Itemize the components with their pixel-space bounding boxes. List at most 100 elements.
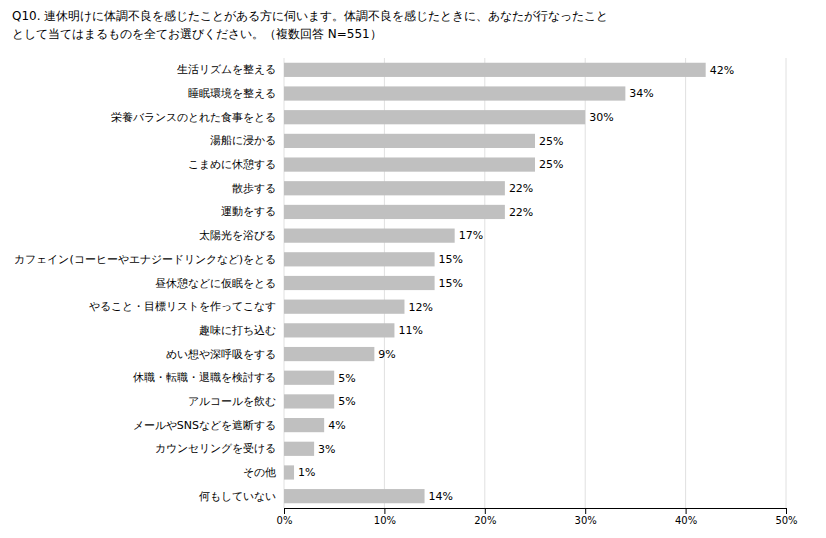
grid-line [585, 58, 586, 508]
y-tick: こまめに休憩する [188, 158, 276, 171]
y-tick-label: 運動をする [221, 205, 276, 218]
data-label: 12% [408, 301, 432, 314]
data-label: 3% [318, 443, 335, 456]
data-label: 15% [439, 253, 463, 266]
y-tick: 何もしていない [199, 490, 276, 503]
x-tick-mark [786, 508, 787, 514]
data-label: 14% [429, 490, 453, 503]
bar [284, 229, 455, 243]
y-tick: メールやSNSなどを遮断する [133, 419, 276, 432]
y-tick: やること・目標リストを作ってこなす [89, 300, 276, 313]
grid [284, 58, 786, 508]
chart: Q10. 連休明けに体調不良を感じたことがある方に伺います。体調不良を感じたとき… [0, 0, 826, 538]
y-tick: カウンセリングを受ける [155, 442, 276, 455]
y-tick-label: アルコールを飲む [188, 395, 276, 408]
y-tick-label: メールやSNSなどを遮断する [133, 419, 276, 432]
y-tick-label: カウンセリングを受ける [155, 442, 276, 455]
y-tick: 運動をする [221, 205, 276, 218]
y-tick-label: こまめに休憩する [188, 158, 276, 171]
data-label: 5% [338, 395, 355, 408]
y-tick-label: その他 [243, 466, 276, 479]
x-tick-mark [384, 508, 385, 514]
y-tick: 生活リズムを整える [177, 63, 276, 76]
y-tick: 栄養バランスのとれた食事をとる [111, 111, 276, 124]
x-tick: 50% [775, 508, 797, 526]
x-tick: 10% [374, 508, 396, 526]
data-label: 11% [398, 324, 422, 337]
bar [284, 418, 324, 432]
x-tick: 20% [474, 508, 496, 526]
y-axis: 生活リズムを整える睡眠環境を整える栄養バランスのとれた食事をとる湯船に浸かるこま… [14, 63, 276, 502]
bar [284, 276, 435, 290]
bar [284, 252, 435, 266]
bar [284, 110, 585, 124]
data-label: 42% [710, 64, 734, 77]
grid-line [484, 58, 485, 508]
y-tick-label: めい想や深呼吸をする [166, 348, 276, 361]
data-label: 17% [459, 229, 483, 242]
y-tick: 太陽光を浴びる [199, 229, 276, 242]
plot-area: 42%34%30%25%25%22%22%17%15%15%12%11%9%5%… [284, 58, 786, 508]
y-tick: めい想や深呼吸をする [166, 348, 276, 361]
bar [284, 394, 334, 408]
y-tick-label: 何もしていない [199, 490, 276, 503]
data-label: 22% [509, 206, 533, 219]
grid-line [786, 58, 787, 508]
x-tick: 40% [675, 508, 697, 526]
y-tick: 睡眠環境を整える [188, 87, 276, 100]
title: Q10. 連休明けに体調不良を感じたことがある方に伺います。体調不良を感じたとき… [12, 9, 608, 23]
y-tick: 昼休憩などに仮眠をとる [155, 277, 276, 290]
x-axis-line [285, 509, 787, 515]
y-tick-label: 睡眠環境を整える [188, 87, 276, 100]
bars [284, 63, 706, 504]
y-tick-label: 栄養バランスのとれた食事をとる [111, 111, 276, 124]
y-tick-label: 趣味に打ち込む [199, 324, 276, 337]
y-tick-label: 生活リズムを整える [177, 63, 276, 76]
y-tick-label: やること・目標リストを作ってこなす [89, 300, 276, 313]
y-tick: 散歩する [232, 182, 276, 195]
x-tick-mark [585, 508, 586, 514]
bar [284, 371, 334, 385]
y-tick-label: カフェイン(コーヒーやエナジードリンクなど)をとる [14, 253, 276, 266]
bar [284, 442, 314, 456]
y-tick-label: 休職・転職・退職を検討する [133, 371, 276, 384]
data-labels: 42%34%30%25%25%22%22%17%15%15%12%11%9%5%… [298, 64, 734, 503]
data-label: 9% [378, 348, 395, 361]
bar [284, 157, 535, 171]
x-tick-mark [686, 508, 687, 514]
data-label: 25% [539, 158, 563, 171]
x-tick-label: 10% [374, 515, 396, 526]
y-tick: 趣味に打ち込む [199, 324, 276, 337]
data-label: 4% [328, 419, 345, 432]
x-tick: 0% [277, 508, 293, 526]
data-label: 22% [509, 182, 533, 195]
data-label: 25% [539, 135, 563, 148]
y-tick-label: 昼休憩などに仮眠をとる [155, 277, 276, 290]
bar [284, 300, 404, 314]
bar [284, 465, 294, 479]
x-tick-mark [485, 508, 486, 514]
y-tick: 湯船に浸かる [210, 134, 276, 147]
x-tick-label: 40% [675, 515, 697, 526]
y-tick: アルコールを飲む [188, 395, 276, 408]
y-tick-label: 太陽光を浴びる [199, 229, 276, 242]
x-tick-label: 20% [474, 515, 496, 526]
bar [284, 323, 394, 337]
y-tick: カフェイン(コーヒーやエナジードリンクなど)をとる [14, 253, 276, 266]
x-tick: 30% [575, 508, 597, 526]
grid-line [685, 58, 686, 508]
bar [284, 347, 374, 361]
data-label: 1% [298, 466, 315, 479]
x-tick-label: 30% [575, 515, 597, 526]
y-tick: 休職・転職・退職を検討する [133, 371, 276, 384]
x-tick-mark [284, 508, 285, 514]
bar [284, 205, 505, 219]
data-label: 30% [589, 111, 613, 124]
bar [284, 63, 706, 77]
y-tick: その他 [243, 466, 276, 479]
y-tick-label: 散歩する [232, 182, 276, 195]
bar [284, 489, 425, 503]
bar [284, 181, 505, 195]
data-label: 15% [439, 277, 463, 290]
bar [284, 134, 535, 148]
